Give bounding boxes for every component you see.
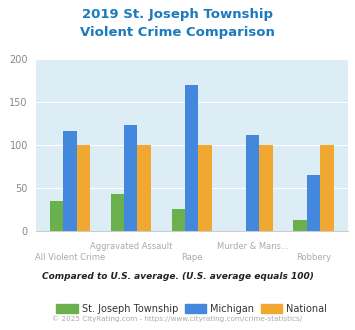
Bar (63, 131, 77, 231)
Bar (137, 145, 151, 231)
Bar (171, 209, 185, 231)
Bar (185, 85, 198, 231)
Text: Rape: Rape (181, 253, 202, 262)
Text: © 2025 CityRating.com - https://www.cityrating.com/crime-statistics/: © 2025 CityRating.com - https://www.city… (53, 315, 302, 322)
Text: Robbery: Robbery (296, 253, 331, 262)
Bar (111, 194, 124, 231)
Bar (260, 145, 273, 231)
Text: Aggravated Assault: Aggravated Assault (89, 242, 172, 251)
Text: Compared to U.S. average. (U.S. average equals 100): Compared to U.S. average. (U.S. average … (42, 272, 313, 281)
Bar (124, 125, 137, 231)
Legend: St. Joseph Township, Michigan, National: St. Joseph Township, Michigan, National (54, 301, 330, 317)
Text: Murder & Mans...: Murder & Mans... (217, 242, 289, 251)
Bar (50, 201, 63, 231)
Text: Violent Crime Comparison: Violent Crime Comparison (80, 26, 275, 39)
Bar (246, 135, 260, 231)
Bar (294, 220, 307, 231)
Bar (77, 145, 90, 231)
Bar (307, 175, 320, 231)
Bar (320, 145, 334, 231)
Bar (198, 145, 212, 231)
Text: 2019 St. Joseph Township: 2019 St. Joseph Township (82, 8, 273, 21)
Text: All Violent Crime: All Violent Crime (35, 253, 105, 262)
